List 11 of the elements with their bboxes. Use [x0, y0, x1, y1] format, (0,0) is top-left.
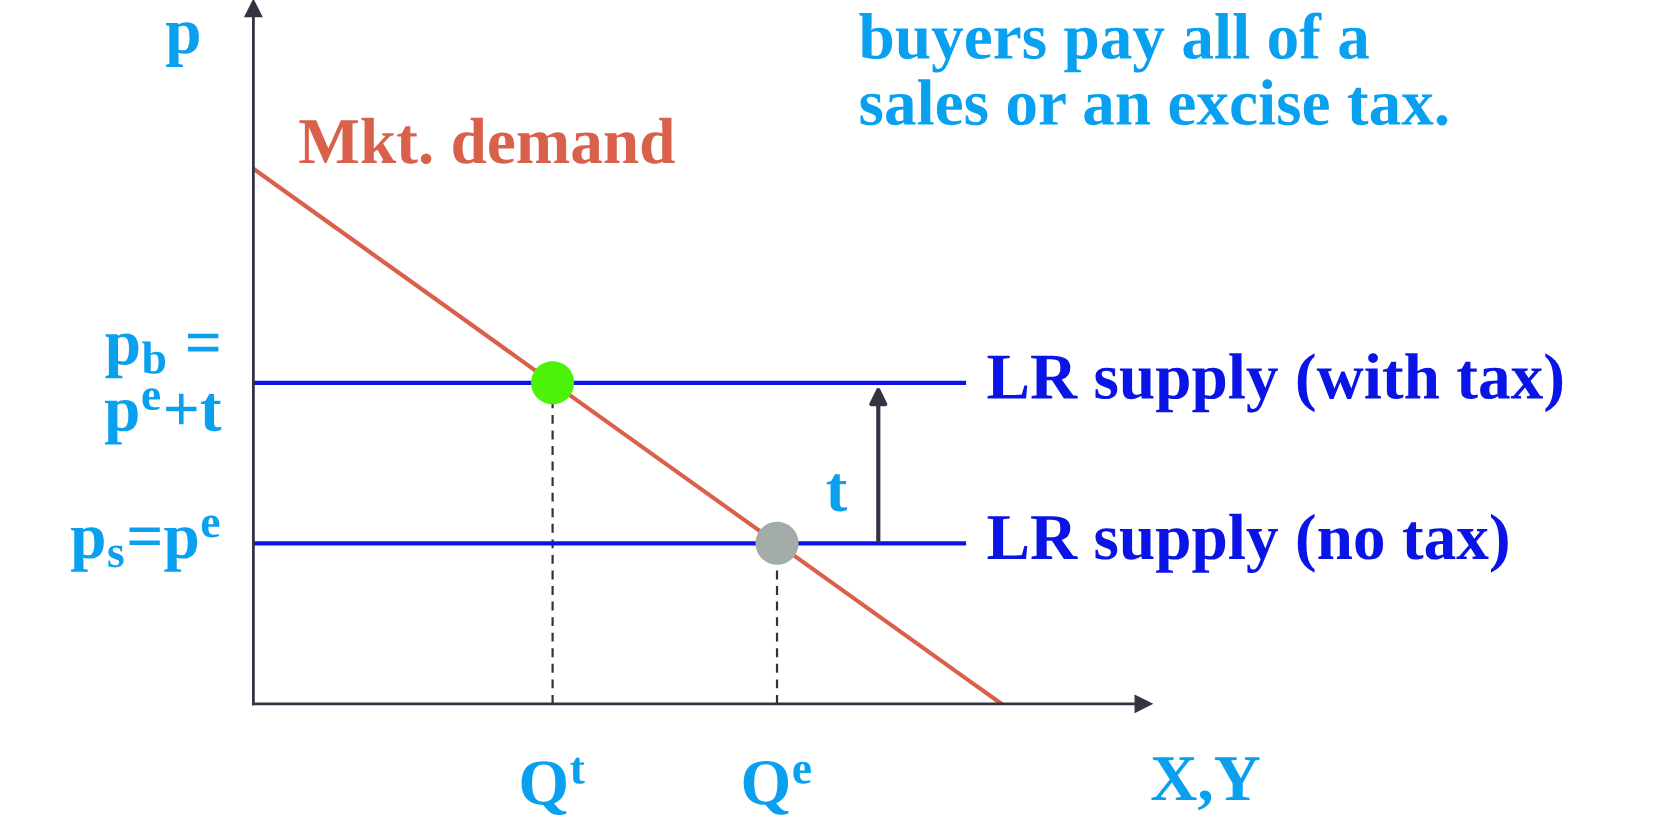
series-label: LR supply (no tax)	[987, 513, 1508, 574]
text: p$_{b}$ = p$^{e}$+t	[104, 333, 222, 445]
y-axis-title: p	[166, 22, 199, 67]
x-axis-title: X,Y	[1151, 757, 1260, 811]
text: buyers pay all of a sales or an excise tax.	[859, 12, 1448, 126]
annotation: t	[826, 474, 848, 512]
series-label: Mkt. demand	[299, 117, 675, 165]
x-tick-label: Q$^{e}$	[743, 760, 811, 815]
series-label: LR supply (with tax)	[987, 353, 1563, 413]
text: p$_{s}$=p$^{e}$	[70, 515, 220, 572]
x-tick-label: Q$^{t}$	[521, 757, 585, 815]
